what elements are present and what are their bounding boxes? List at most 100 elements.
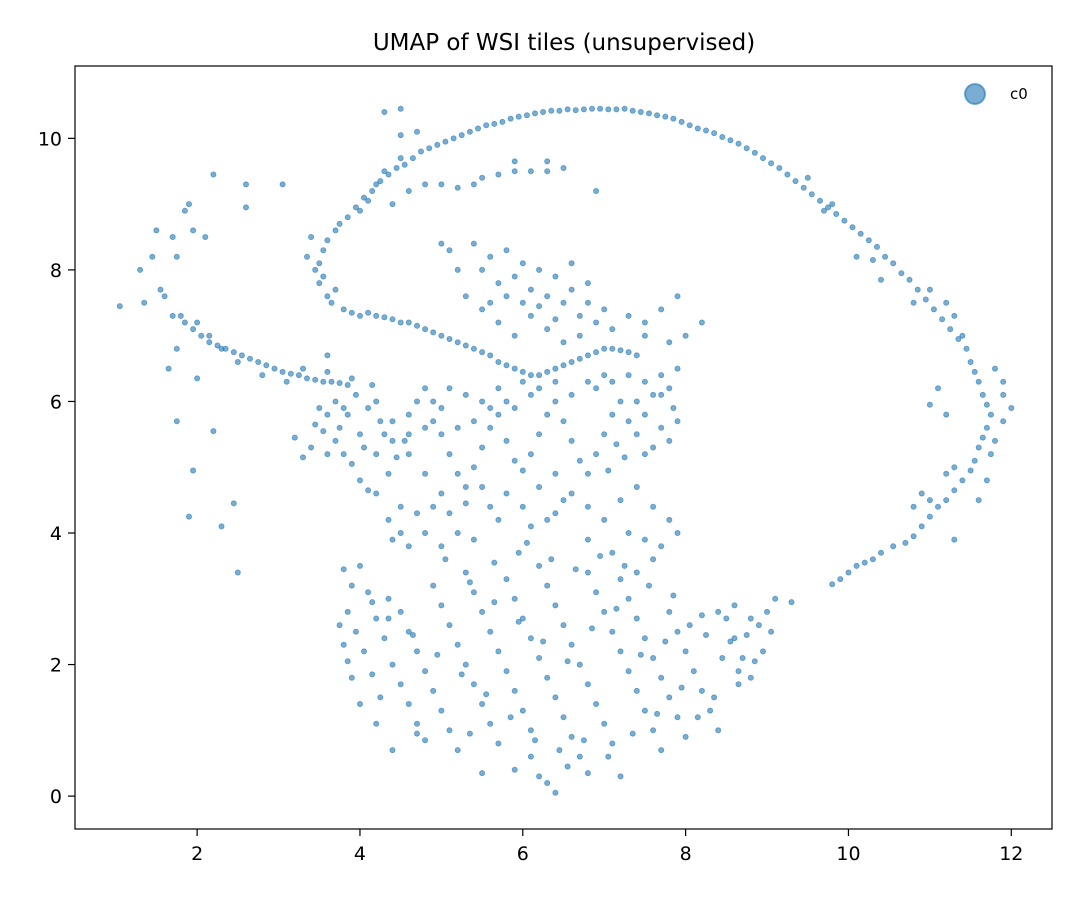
- scatter-point: [682, 733, 689, 740]
- scatter-point: [344, 411, 351, 418]
- scatter-point: [878, 276, 885, 283]
- scatter-point: [544, 158, 551, 165]
- scatter-point: [413, 398, 420, 405]
- scatter-point: [821, 207, 828, 214]
- scatter-point: [369, 671, 376, 678]
- scatter-point: [202, 233, 209, 240]
- scatter-point: [772, 595, 779, 602]
- scatter-point: [560, 362, 567, 369]
- scatter-point: [495, 358, 502, 365]
- scatter-point: [625, 312, 632, 319]
- scatter-point: [601, 345, 608, 352]
- x-tick-label: 2: [191, 843, 203, 865]
- scatter-point: [316, 280, 323, 287]
- scatter-point: [617, 497, 624, 504]
- scatter-point: [536, 431, 543, 438]
- scatter-point: [544, 168, 551, 175]
- scatter-point: [499, 118, 506, 125]
- scatter-point: [336, 622, 343, 629]
- scatter-point: [987, 451, 994, 458]
- scatter-point: [829, 201, 836, 208]
- scatter-point: [568, 641, 575, 648]
- scatter-point: [625, 372, 632, 379]
- scatter-point: [454, 747, 461, 754]
- scatter-point: [503, 668, 510, 675]
- scatter-point: [686, 122, 693, 129]
- scatter-point: [413, 648, 420, 655]
- scatter-point: [491, 599, 498, 606]
- scatter-point: [576, 753, 583, 760]
- scatter-point: [572, 566, 579, 573]
- x-tick-label: 10: [836, 843, 860, 865]
- scatter-point: [181, 207, 188, 214]
- legend: c0: [964, 83, 1028, 105]
- scatter-point: [609, 740, 616, 747]
- scatter-point: [462, 342, 469, 349]
- scatter-point: [405, 628, 412, 635]
- scatter-point: [576, 332, 583, 339]
- scatter-point: [405, 543, 412, 550]
- scatter-point: [519, 299, 526, 306]
- scatter-point: [190, 227, 197, 234]
- scatter-point: [430, 398, 437, 405]
- scatter-point: [609, 378, 616, 385]
- scatter-point: [474, 125, 481, 132]
- scatter-point: [450, 135, 457, 142]
- scatter-point: [670, 404, 677, 411]
- scatter-point: [470, 181, 477, 188]
- scatter-point: [495, 319, 502, 326]
- scatter-point: [943, 470, 950, 477]
- scatter-point: [552, 694, 559, 701]
- scatter-point: [719, 655, 726, 662]
- scatter-point: [560, 497, 567, 504]
- y-tick-label: 2: [50, 655, 62, 677]
- scatter-point: [401, 437, 408, 444]
- scatter-point: [479, 770, 486, 777]
- scatter-point: [532, 110, 539, 117]
- scatter-point: [373, 615, 380, 622]
- scatter-point: [926, 401, 933, 408]
- scatter-point: [527, 523, 534, 530]
- scatter-point: [165, 365, 172, 372]
- scatter-point: [544, 411, 551, 418]
- scatter-point: [389, 418, 396, 425]
- scatter-point: [230, 349, 237, 356]
- scatter-point: [568, 286, 575, 293]
- scatter-point: [641, 707, 648, 714]
- scatter-point: [690, 668, 697, 675]
- scatter-point: [446, 727, 453, 734]
- scatter-point: [975, 444, 982, 451]
- scatter-point: [470, 345, 477, 352]
- scatter-point: [833, 210, 840, 217]
- scatter-point: [438, 707, 445, 714]
- scatter-point: [853, 253, 860, 260]
- scatter-point: [344, 608, 351, 615]
- scatter-point: [650, 556, 657, 563]
- scatter-point: [678, 684, 685, 691]
- scatter-point: [308, 233, 315, 240]
- scatter-point: [434, 141, 441, 148]
- scatter-point: [308, 444, 315, 451]
- scatter-point: [694, 714, 701, 721]
- scatter-point: [605, 753, 612, 760]
- scatter-point: [405, 701, 412, 708]
- scatter-point: [434, 651, 441, 658]
- scatter-point: [601, 306, 608, 313]
- scatter-point: [365, 589, 372, 596]
- scatter-point: [503, 247, 510, 254]
- scatter-point: [703, 127, 710, 134]
- scatter-point: [495, 411, 502, 418]
- scatter-point: [584, 470, 591, 477]
- scatter-point: [674, 530, 681, 537]
- scatter-point: [1000, 378, 1007, 385]
- scatter-point: [454, 530, 461, 537]
- scatter-point: [878, 549, 885, 556]
- scatter-point: [190, 326, 197, 333]
- scatter-point: [926, 286, 933, 293]
- scatter-point: [389, 437, 396, 444]
- scatter-point: [674, 418, 681, 425]
- scatter-point: [674, 365, 681, 372]
- scatter-point: [633, 569, 640, 576]
- scatter-point: [515, 549, 522, 556]
